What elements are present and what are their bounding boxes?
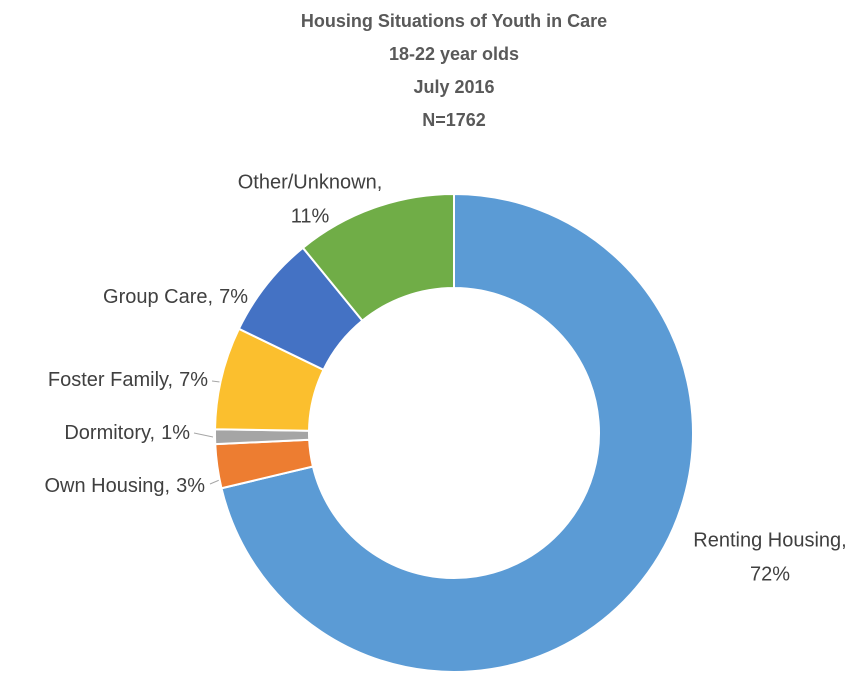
data-label-category: Renting Housing, xyxy=(693,529,846,551)
data-label-category: Own Housing, xyxy=(44,475,170,497)
chart-subtitle: 18-22 year olds xyxy=(389,44,519,64)
chart-subtitle: N=1762 xyxy=(422,110,486,130)
data-label: Own Housing, 3% xyxy=(44,475,205,497)
data-label-category: Dormitory, xyxy=(64,422,155,444)
data-label: Foster Family, 7% xyxy=(48,369,208,391)
donut-slice xyxy=(220,192,694,673)
data-label-category: Group Care, xyxy=(103,286,213,308)
leader-line xyxy=(193,432,214,438)
data-label-value: 7% xyxy=(219,286,248,308)
data-label-category: Foster Family, xyxy=(48,369,173,391)
chart-subtitle: July 2016 xyxy=(413,77,494,97)
data-label-value: 72% xyxy=(750,563,790,585)
data-label-value: 7% xyxy=(179,369,208,391)
data-label: Dormitory, 1% xyxy=(64,422,190,444)
data-label: Group Care, 7% xyxy=(103,286,248,308)
chart-title: Housing Situations of Youth in Care xyxy=(301,11,607,31)
data-label-category: Other/Unknown, xyxy=(238,171,383,193)
data-label-value: 11% xyxy=(291,205,330,227)
data-label-value: 3% xyxy=(176,475,205,497)
donut-slice xyxy=(301,192,455,323)
data-label-value: 1% xyxy=(161,422,190,444)
